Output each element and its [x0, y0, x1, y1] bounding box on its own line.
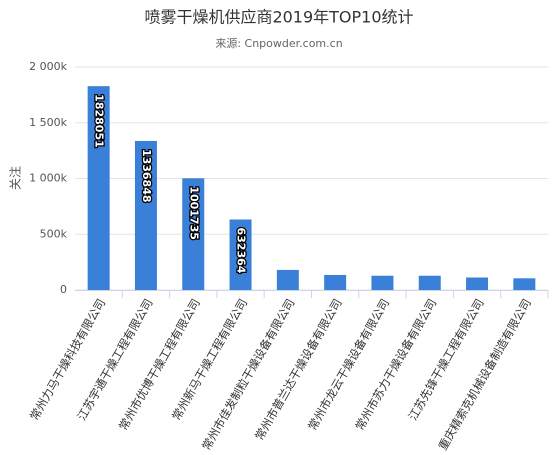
data-label: 632364	[235, 227, 248, 273]
y-tick-label: 0	[60, 283, 67, 296]
data-label: 1828051	[93, 94, 106, 148]
y-tick-label: 2 000k	[29, 60, 67, 73]
x-tick-label: 常州市优博干燥工程有限公司	[116, 296, 203, 432]
bar	[229, 219, 252, 290]
data-label: 1001735	[187, 186, 200, 240]
x-tick-label: 常州市龙云干燥设备有限公司	[305, 296, 392, 432]
x-tick-label: 重庆精索克机械设备制造有限公司	[436, 296, 534, 452]
bar	[371, 275, 394, 290]
y-tick-label: 500k	[40, 227, 68, 240]
x-tick-label: 常州市苏力干燥设备有限公司	[353, 296, 440, 432]
bar	[134, 140, 157, 290]
bar	[276, 269, 299, 290]
bar	[418, 275, 441, 290]
y-tick-label: 1 000k	[29, 172, 67, 185]
bar	[466, 277, 489, 290]
bar	[87, 86, 110, 291]
chart-subtitle: 来源: Cnpowder.com.cn	[215, 36, 342, 50]
bar	[324, 274, 347, 290]
x-tick-label: 常州市普兰达干燥设备有限公司	[252, 296, 345, 442]
y-tick-label: 1 500k	[29, 116, 67, 129]
y-axis-label: 关注	[8, 166, 23, 190]
data-label: 1336848	[140, 149, 153, 203]
chart-title: 喷雾干燥机供应商2019年TOP10统计	[144, 8, 413, 27]
bar	[182, 178, 205, 290]
bar	[513, 278, 536, 290]
x-tick-label: 常州市佳发制粒干燥设备有限公司	[199, 296, 297, 452]
